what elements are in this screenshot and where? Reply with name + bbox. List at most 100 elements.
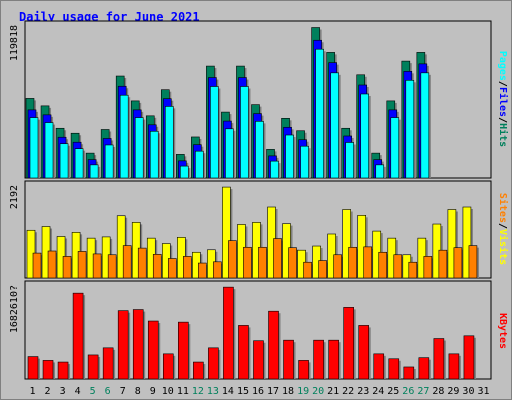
bar-pages-day-21 [330, 72, 339, 179]
bar-pages-day-16 [255, 121, 264, 179]
bar-sites-day-20 [318, 260, 327, 279]
bar-pages-day-22 [345, 142, 354, 179]
bar-sites-day-30 [468, 245, 478, 279]
bar-kbytes-day-10 [162, 353, 174, 380]
bar-kbytes-day-22 [343, 307, 354, 380]
bar-kbytes-day-4 [72, 292, 84, 380]
bar-kbytes-day-29 [448, 353, 460, 380]
bar-kbytes-day-7 [117, 310, 129, 380]
bar-pages-day-5 [89, 164, 99, 179]
x-tick-label-8: 8 [135, 386, 141, 397]
bar-kbytes-day-23 [358, 325, 370, 380]
bar-kbytes-day-12 [193, 361, 204, 380]
bar-sites-day-10 [167, 258, 177, 279]
x-tick-label-16: 16 [252, 386, 264, 397]
bar-pages-day-17 [270, 160, 279, 179]
bar-kbytes-day-15 [238, 325, 249, 380]
bar-kbytes-day-3 [57, 361, 69, 380]
bar-kbytes-day-1 [27, 356, 39, 380]
bar-sites-day-18 [288, 247, 297, 279]
bar-pages-day-12 [195, 150, 204, 179]
x-tick-label-1: 1 [30, 386, 36, 397]
x-tick-label-2: 2 [45, 386, 51, 397]
bar-kbytes-day-9 [147, 320, 159, 380]
bar-pages-day-11 [180, 165, 189, 179]
bar-pages-day-23 [360, 93, 370, 179]
bar-visits-day-22 [342, 209, 351, 279]
bar-pages-day-18 [285, 134, 294, 179]
x-tick-label-6: 6 [105, 386, 111, 397]
bar-sites-day-19 [303, 261, 312, 279]
legend-visits-sites: Sites/Visits [497, 193, 509, 265]
x-tick-label-10: 10 [162, 386, 174, 397]
x-tick-label-18: 18 [282, 386, 294, 397]
bar-sites-day-28 [438, 249, 448, 279]
bar-sites-day-6 [107, 254, 117, 279]
x-tick-label-11: 11 [177, 386, 189, 397]
bar-sites-day-26 [408, 261, 418, 279]
x-tick-label-7: 7 [120, 386, 126, 397]
bar-pages-day-7 [119, 94, 129, 179]
bar-kbytes-day-27 [418, 357, 430, 380]
x-tick-label-17: 17 [267, 386, 279, 397]
bar-pages-day-15 [240, 86, 249, 179]
x-tick-label-9: 9 [150, 386, 156, 397]
x-tick-label-19: 19 [297, 386, 309, 397]
x-tick-label-14: 14 [222, 386, 234, 397]
bar-kbytes-day-13 [208, 347, 219, 380]
bar-sites-day-29 [453, 247, 463, 279]
bar-kbytes-day-26 [403, 366, 415, 380]
bar-kbytes-day-16 [253, 340, 264, 380]
bar-sites-day-5 [92, 253, 102, 279]
bar-sites-day-2 [47, 250, 57, 279]
bar-pages-day-19 [300, 145, 309, 179]
bar-sites-day-4 [77, 251, 87, 279]
bar-visits-day-30 [462, 206, 472, 279]
bar-pages-day-14 [225, 128, 234, 179]
x-tick-label-25: 25 [387, 386, 399, 397]
bar-pages-day-9 [149, 130, 159, 179]
bar-pages-day-26 [405, 79, 415, 179]
bar-visits-day-14 [222, 186, 231, 279]
x-tick-label-21: 21 [327, 386, 339, 397]
bar-kbytes-day-19 [298, 360, 309, 380]
x-tick-label-22: 22 [342, 386, 354, 397]
bar-sites-day-14 [228, 240, 237, 279]
x-tick-label-26: 26 [402, 386, 414, 397]
x-tick-label-23: 23 [357, 386, 369, 397]
bar-kbytes-day-11 [178, 321, 189, 380]
bar-pages-day-8 [134, 117, 144, 179]
bar-sites-day-13 [213, 261, 222, 279]
bar-kbytes-day-8 [132, 309, 144, 380]
bar-kbytes-day-24 [373, 353, 385, 380]
bar-pages-day-20 [315, 48, 324, 179]
bar-pages-day-10 [164, 106, 174, 179]
x-tick-label-30: 30 [462, 386, 474, 397]
bar-sites-day-22 [348, 246, 357, 279]
bar-sites-day-24 [378, 251, 388, 279]
bar-kbytes-day-28 [433, 338, 445, 380]
x-tick-label-12: 12 [192, 386, 204, 397]
bar-kbytes-day-30 [463, 335, 475, 380]
x-tick-label-31: 31 [477, 386, 489, 397]
bar-kbytes-day-21 [328, 339, 339, 380]
bar-pages-day-3 [59, 143, 69, 179]
bar-kbytes-day-2 [42, 360, 54, 380]
bar-sites-day-15 [243, 246, 252, 279]
x-tick-label-13: 13 [207, 386, 219, 397]
bar-kbytes-day-17 [268, 310, 279, 380]
y-max-label-3: 1682610? [9, 285, 20, 333]
bar-sites-day-11 [183, 256, 192, 279]
bar-sites-day-1 [32, 252, 42, 279]
bar-pages-day-24 [375, 164, 385, 179]
bar-pages-day-13 [210, 86, 219, 179]
x-tick-label-4: 4 [75, 386, 81, 397]
x-tick-label-5: 5 [90, 386, 96, 397]
bar-pages-day-2 [44, 122, 54, 179]
x-tick-label-20: 20 [312, 386, 324, 397]
bar-kbytes-day-14 [223, 286, 234, 380]
bar-sites-day-16 [258, 246, 267, 279]
bar-visits-day-29 [447, 209, 457, 279]
bar-kbytes-day-6 [102, 347, 114, 380]
